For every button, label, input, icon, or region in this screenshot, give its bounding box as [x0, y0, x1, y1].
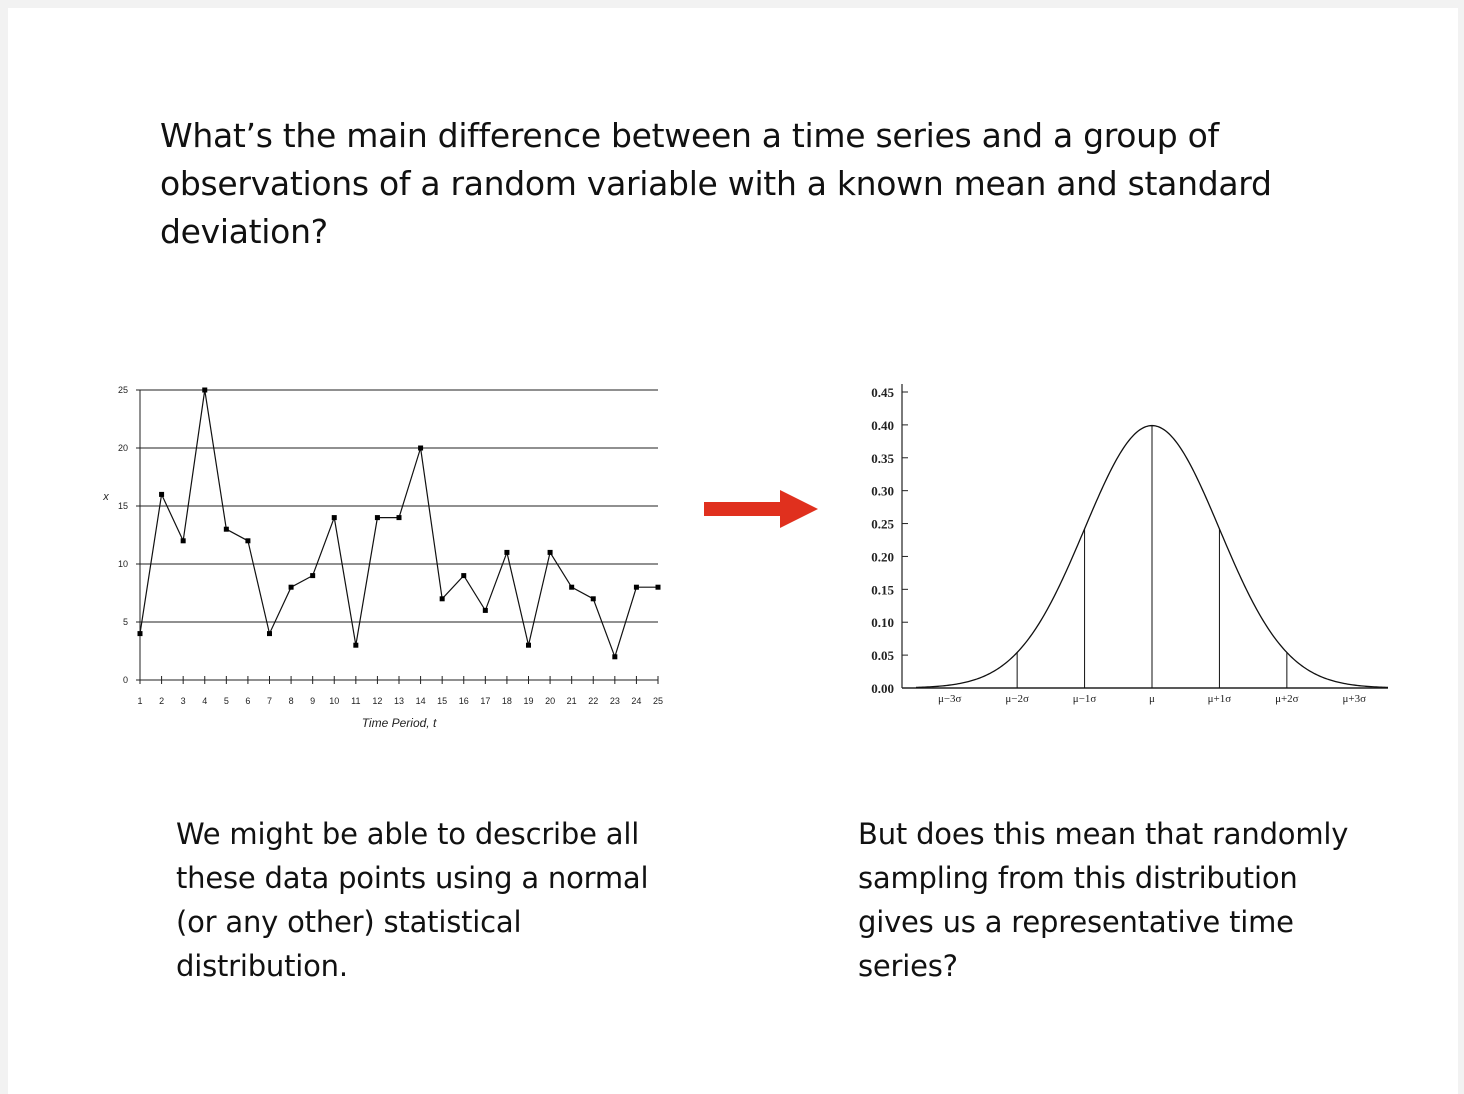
y-tick-label: 0.05 [871, 648, 894, 663]
question-line: observations of a random variable with a… [160, 164, 1272, 203]
y-tick-label: 0.00 [871, 681, 894, 696]
data-point [202, 387, 208, 393]
x-tick-label: 1 [137, 696, 142, 706]
question-line: What’s the main difference between a tim… [160, 116, 1219, 155]
y-tick-label: 0.45 [871, 385, 894, 400]
question-line: deviation? [160, 212, 328, 251]
y-tick-label: 0.25 [871, 517, 894, 532]
x-tick-label: 11 [351, 696, 360, 706]
x-tick-label: 13 [394, 696, 404, 706]
x-tick-label: μ−1σ [1073, 693, 1097, 705]
normal-distribution-chart: 0.00 0.05 0.10 0.15 0.20 0.25 0.30 0.35 0.40 0.45… [871, 384, 1389, 705]
x-tick-label: μ+3σ [1343, 693, 1367, 705]
x-tick-label: 18 [502, 696, 512, 706]
data-point [353, 642, 359, 648]
x-tick-label: μ+2σ [1275, 693, 1299, 705]
y-tick-label: 0.10 [871, 615, 894, 630]
y-tick-label: 25 [118, 385, 128, 395]
data-point [374, 515, 380, 521]
y-tick-label: 5 [123, 617, 128, 627]
x-axis-label: Time Period, t [362, 716, 437, 730]
left-caption: We might be able to describe all these d… [176, 812, 696, 988]
data-point [159, 491, 165, 497]
data-point [137, 631, 143, 637]
data-point [590, 596, 596, 602]
slide: What’s the main difference between a tim… [8, 8, 1458, 1094]
y-tick-label: 0.35 [871, 451, 894, 466]
caption-line: We might be able to describe all [176, 817, 640, 851]
x-tick-label: 9 [310, 696, 315, 706]
arrow-head [780, 490, 818, 528]
data-point [267, 631, 272, 637]
x-tick-label: 20 [545, 696, 555, 706]
data-point [418, 445, 424, 451]
series-line [139, 389, 658, 659]
x-tick-label: 23 [610, 696, 620, 706]
data-point [180, 538, 186, 544]
data-point [245, 538, 251, 544]
y-tick-label: 0.20 [871, 549, 894, 564]
data-point [310, 573, 316, 579]
data-point [633, 584, 639, 590]
y-tick-label: 20 [118, 443, 128, 453]
y-tick-label: 0.15 [871, 582, 894, 597]
x-tick-label: 5 [224, 696, 229, 706]
question-text: What’s the main difference between a tim… [160, 112, 1340, 256]
x-tick-label: 10 [329, 696, 339, 706]
x-tick-label: μ+1σ [1208, 693, 1232, 705]
x-tick-label: μ−3σ [938, 693, 962, 705]
x-tick-label: 12 [372, 696, 382, 706]
data-point [655, 584, 661, 590]
x-tick-label: 17 [480, 696, 490, 706]
data-point [612, 654, 618, 660]
x-tick-label: 25 [653, 696, 663, 706]
x-tick-label: 7 [267, 696, 272, 706]
caption-line: But does this mean that randomly [858, 817, 1349, 851]
x-tick-label: μ [1149, 693, 1155, 705]
data-point [461, 573, 467, 579]
y-tick-label: 15 [118, 501, 128, 511]
data-point [504, 549, 510, 555]
caption-line: series? [858, 949, 958, 983]
caption-line: distribution. [176, 949, 348, 983]
arrow-shaft [704, 502, 782, 516]
caption-line: sampling from this distribution [858, 861, 1298, 895]
y-tick-label: 0.40 [871, 418, 894, 433]
x-tick-label: μ−2σ [1005, 693, 1029, 705]
data-point [396, 515, 402, 521]
data-point [526, 642, 531, 648]
x-tick-label: 6 [245, 696, 250, 706]
x-tick-label: 15 [437, 696, 447, 706]
y-tick-label: 10 [118, 559, 128, 569]
normal-curve [915, 424, 1389, 689]
x-tick-label: 2 [159, 696, 164, 706]
x-tick-label: 4 [202, 696, 207, 706]
right-arrow-icon [704, 490, 818, 528]
x-tick-label: 22 [588, 696, 598, 706]
caption-line: (or any other) statistical [176, 905, 522, 939]
x-tick-label: 14 [416, 696, 426, 706]
data-point [482, 607, 488, 613]
y-tick-label: 0.30 [871, 484, 894, 499]
data-point [547, 549, 553, 555]
data-point [569, 584, 575, 590]
right-caption: But does this mean that randomly samplin… [858, 812, 1418, 988]
x-tick-label: 3 [181, 696, 186, 706]
data-point [439, 596, 445, 602]
x-tick-label: 19 [523, 696, 533, 706]
data-point [331, 515, 337, 521]
caption-line: these data points using a normal [176, 861, 649, 895]
data-point [223, 526, 229, 532]
x-tick-label: 16 [459, 696, 469, 706]
y-axis-label: x [102, 491, 109, 503]
y-tick-label: 0 [123, 675, 128, 685]
x-tick-label: 8 [289, 696, 294, 706]
caption-line: gives us a representative time [858, 905, 1294, 939]
data-point [288, 584, 294, 590]
x-tick-label: 21 [567, 696, 577, 706]
x-tick-label: 24 [631, 696, 641, 706]
